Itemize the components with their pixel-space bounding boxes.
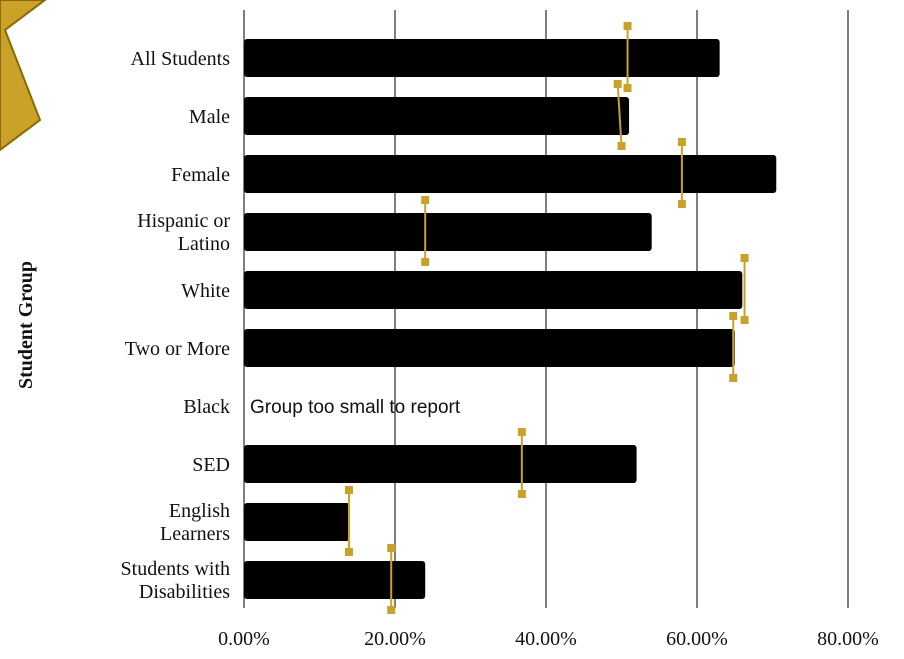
bar-english-learners (244, 503, 350, 541)
x-tick-labels: 0.00% 20.00% 40.00% 60.00% 80.00% (218, 628, 879, 650)
bar-male (244, 97, 630, 135)
x-tick-label: 0.00% (218, 628, 270, 650)
category-label-hispanic-or-latino: Hispanic or Latino (137, 210, 230, 255)
bar-white (244, 271, 743, 309)
bar-hispanic-or-latino (244, 213, 652, 251)
x-tick-label: 40.00% (515, 628, 577, 650)
small-group-note: Group too small to report (250, 397, 461, 418)
bar-sed (244, 445, 637, 483)
marker-two-or-more (729, 312, 738, 382)
marker-white (740, 254, 749, 324)
bars-group: Group too small to report (244, 39, 777, 599)
x-tick-label: 60.00% (666, 628, 728, 650)
x-tick-label: 80.00% (817, 628, 879, 650)
bar-all-students (244, 39, 720, 77)
markers-group (344, 22, 749, 614)
category-label-black: Black (183, 396, 230, 418)
category-label-students-with-disabilities: Students with Disabilities (121, 558, 231, 603)
marker-male (613, 80, 626, 150)
marker-all-students (623, 22, 632, 92)
marker-hispanic-or-latino (421, 196, 430, 266)
bar-students-with-disabilities (244, 561, 426, 599)
category-label-male: Male (189, 106, 230, 128)
y-axis-title: Student Group (15, 261, 37, 389)
marker-sed (517, 428, 526, 498)
marker-female (677, 138, 686, 208)
marker-english-learners (344, 486, 353, 556)
category-label-two-or-more: Two or More (125, 338, 230, 360)
category-label-female: Female (171, 164, 230, 186)
bar-female (244, 155, 777, 193)
bar-two-or-more (244, 329, 735, 367)
gold-star-badge (0, 0, 47, 152)
category-label-white: White (181, 280, 230, 302)
category-label-sed: SED (192, 454, 230, 476)
marker-students-with-disabilities (387, 544, 396, 614)
x-tick-label: 20.00% (364, 628, 426, 650)
category-labels: All Students Male Female Hispanic or Latino W… (121, 48, 231, 603)
category-label-all-students: All Students (131, 48, 231, 70)
category-label-english-learners: English Learners (160, 500, 230, 545)
